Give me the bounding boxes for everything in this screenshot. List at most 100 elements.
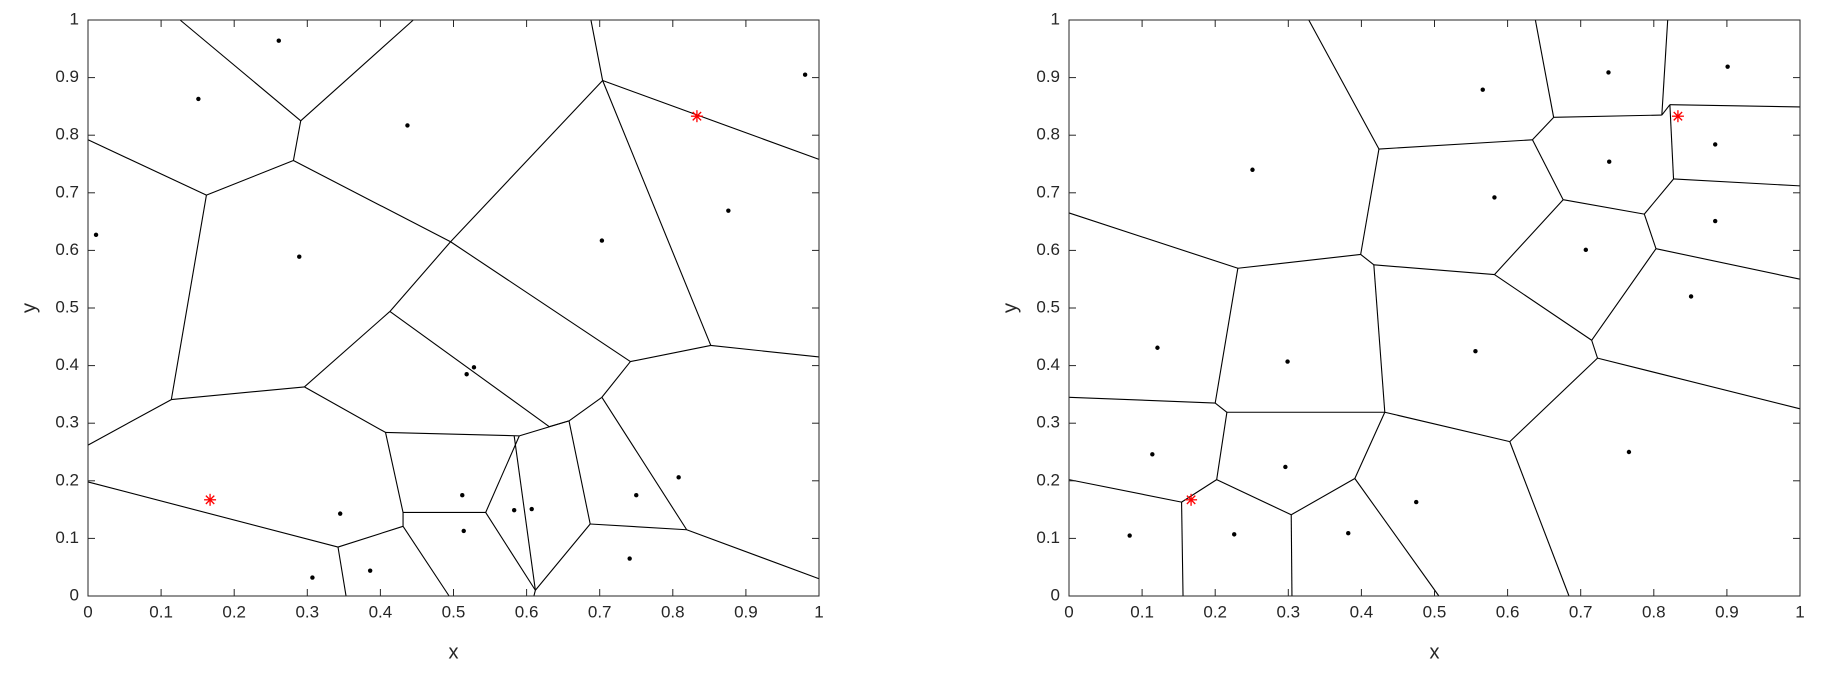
voronoi-edge xyxy=(686,529,820,580)
site-point xyxy=(599,238,605,243)
site-point xyxy=(1250,167,1255,172)
voronoi-edge xyxy=(1532,116,1555,141)
voronoi-edge xyxy=(1360,254,1375,266)
y-axis-label: y xyxy=(999,303,1021,313)
site-point xyxy=(1232,532,1237,537)
voronoi-edge xyxy=(402,526,450,597)
voronoi-edge xyxy=(389,311,550,428)
x-tick-label: 0.6 xyxy=(515,602,539,621)
star-marker xyxy=(690,110,703,123)
site-point xyxy=(511,507,517,513)
voronoi-edge xyxy=(1673,178,1801,187)
site-point xyxy=(1346,531,1351,536)
voronoi-edge xyxy=(549,420,570,428)
x-tick-label: 0.7 xyxy=(1569,602,1593,621)
voronoi-edge xyxy=(568,396,603,422)
star-stroke xyxy=(1186,495,1196,505)
site-point xyxy=(802,72,808,77)
site-point xyxy=(1127,533,1132,538)
y-tick-label: 0.3 xyxy=(1036,413,1060,432)
y-axis-label: y xyxy=(18,303,40,313)
voronoi-edge xyxy=(337,546,347,597)
voronoi-edge xyxy=(1360,148,1380,255)
voronoi-edge xyxy=(87,139,207,196)
y-tick-label: 0 xyxy=(1051,585,1060,604)
x-tick-label: 0.7 xyxy=(588,602,612,621)
voronoi-edge xyxy=(1655,248,1801,280)
voronoi-edge xyxy=(1661,19,1669,116)
voronoi-edge xyxy=(710,344,820,358)
voronoi-edge xyxy=(568,420,591,525)
site-point xyxy=(276,38,281,43)
voronoi-edge xyxy=(1354,412,1386,479)
x-tick-label: 0.6 xyxy=(1496,602,1520,621)
y-tick-label: 0.4 xyxy=(1036,355,1060,374)
site-point xyxy=(1492,195,1497,200)
plot: 0 0.1 0.2 0.3 0.4 0.5 0.6 0.7 0.8 0.9 1 0 0.1 0.2 0.3 0… xyxy=(999,9,1804,663)
voronoi-edge xyxy=(1214,402,1228,413)
voronoi-edge xyxy=(1509,357,1598,443)
x-tick-label: 1 xyxy=(1795,602,1804,621)
y-tick-label: 0.3 xyxy=(55,413,79,432)
voronoi-edge xyxy=(1597,357,1801,410)
site-point xyxy=(1480,87,1485,92)
y-tick-label: 0.1 xyxy=(1036,528,1060,547)
y-tick-label: 0.6 xyxy=(55,240,79,259)
voronoi-edge xyxy=(590,19,604,81)
voronoi-edge xyxy=(292,120,302,161)
x-tick-label: 0.3 xyxy=(295,602,319,621)
voronoi-edge xyxy=(1669,104,1675,180)
star-stroke xyxy=(692,111,702,121)
x-tick-label: 0.9 xyxy=(734,602,758,621)
site-point xyxy=(634,493,639,498)
site-point xyxy=(676,475,681,480)
site-point xyxy=(297,254,302,259)
voronoi-edge xyxy=(1661,104,1671,116)
voronoi-edge xyxy=(304,311,391,388)
voronoi-edge xyxy=(1237,253,1361,269)
site-point xyxy=(627,556,632,561)
voronoi-edge xyxy=(513,435,536,591)
voronoi-edge xyxy=(170,195,207,400)
x-tick-label: 0.3 xyxy=(1276,602,1300,621)
voronoi-edge xyxy=(304,386,386,433)
y-tick-label: 0.2 xyxy=(1036,470,1060,489)
x-tick-label: 0.2 xyxy=(1203,602,1227,621)
site-point xyxy=(405,123,410,128)
y-tick-label: 1 xyxy=(70,9,79,28)
x-tick-label: 0.1 xyxy=(149,602,173,621)
voronoi-edge xyxy=(1216,412,1228,480)
x-tick-label: 0.8 xyxy=(661,602,685,621)
site-point xyxy=(1473,349,1478,354)
voronoi-edge xyxy=(1354,478,1440,597)
x-tick-label: 0.2 xyxy=(222,602,246,621)
site-point xyxy=(1285,359,1290,364)
y-tick-label: 0.8 xyxy=(1036,125,1060,144)
voronoi-edge xyxy=(87,481,339,548)
voronoi-edge xyxy=(293,160,451,243)
star-stroke xyxy=(205,495,215,505)
voronoi-edge xyxy=(1290,514,1293,597)
voronoi-edge xyxy=(389,241,451,312)
site-point xyxy=(93,232,99,238)
y-tick-label: 0.5 xyxy=(55,297,79,316)
x-tick-label: 0.5 xyxy=(1423,602,1447,621)
x-tick-label: 0 xyxy=(83,602,92,621)
voronoi-edge xyxy=(601,361,631,398)
voronoi-edge xyxy=(602,80,712,346)
voronoi-edge xyxy=(1068,479,1182,503)
voronoi-edge xyxy=(384,432,404,513)
voronoi-edge xyxy=(1553,114,1662,118)
star-marker xyxy=(204,493,217,506)
x-tick-label: 0.4 xyxy=(1350,602,1374,621)
voronoi-edge xyxy=(1214,268,1239,404)
y-tick-label: 0.6 xyxy=(1036,240,1060,259)
site-point xyxy=(1155,345,1160,350)
site-point xyxy=(1713,218,1718,224)
voronoi-edge xyxy=(602,79,820,160)
voronoi-edge xyxy=(1534,19,1555,118)
voronoi-edge xyxy=(1068,212,1239,269)
voronoi-edge xyxy=(337,525,404,548)
